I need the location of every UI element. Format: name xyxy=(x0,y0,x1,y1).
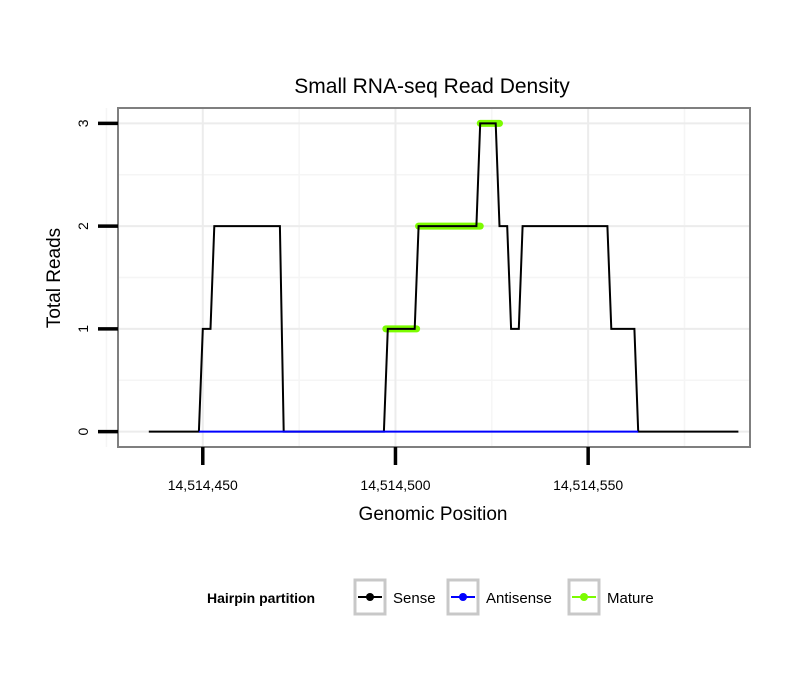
x-tick-label: 14,514,500 xyxy=(360,477,430,493)
legend-label-sense: Sense xyxy=(393,590,436,607)
legend-key-point xyxy=(366,593,374,601)
y-tick-label: 0 xyxy=(75,427,91,435)
legend: Hairpin partition Sense Antisense Mature xyxy=(207,578,654,616)
x-axis: 14,514,450 14,514,500 14,514,550 xyxy=(168,447,623,493)
legend-key-point xyxy=(459,593,467,601)
y-tick-label: 2 xyxy=(75,222,91,230)
x-tick-label: 14,514,450 xyxy=(168,477,238,493)
legend-label-mature: Mature xyxy=(607,590,654,607)
legend-entry-mature: Mature xyxy=(567,578,654,616)
plot-border xyxy=(117,107,751,448)
y-tick-label: 3 xyxy=(75,119,91,127)
y-tick-label: 1 xyxy=(75,325,91,333)
y-axis: 0 1 2 3 xyxy=(75,119,118,435)
y-axis-label: Total Reads xyxy=(44,228,65,328)
legend-entry-sense: Sense xyxy=(353,578,436,616)
legend-label-antisense: Antisense xyxy=(486,590,552,607)
legend-key-point xyxy=(580,593,588,601)
series-layer xyxy=(148,119,739,433)
x-tick-label: 14,514,550 xyxy=(553,477,623,493)
x-axis-label: Genomic Position xyxy=(359,504,508,525)
series-sense-line xyxy=(148,122,739,433)
legend-title: Hairpin partition xyxy=(207,590,315,606)
chart-title: Small RNA-seq Read Density xyxy=(294,75,570,98)
legend-entry-antisense: Antisense xyxy=(446,578,552,616)
